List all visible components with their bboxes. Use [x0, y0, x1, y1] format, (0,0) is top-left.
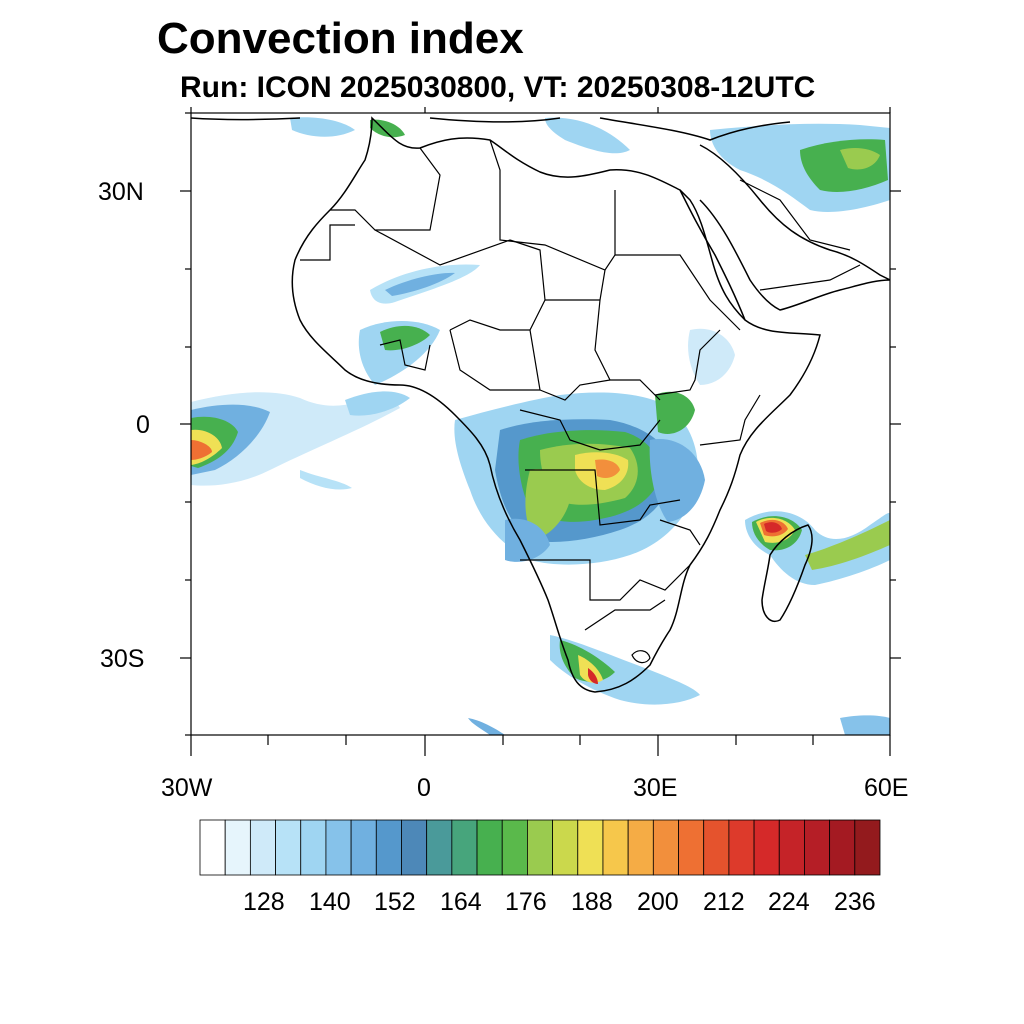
lat-label-0: 0: [136, 411, 150, 439]
colorbar-label-188: 188: [571, 888, 613, 916]
shade-sahel-mid: [385, 272, 455, 296]
border-12: [520, 559, 691, 601]
shade-angola-blue: [505, 518, 550, 562]
shade-gulf: [345, 391, 410, 416]
colorbar-box: [275, 819, 302, 876]
colorbar-box: [728, 819, 755, 876]
shade-lakes: [655, 391, 695, 434]
colorbar-box: [426, 819, 453, 876]
colorbar-box: [652, 819, 679, 876]
border-10: [519, 409, 661, 451]
lon-label-60e: 60E: [864, 774, 909, 802]
colorbar-box: [577, 819, 604, 876]
colorbar-box: [476, 819, 503, 876]
shade-guinea-green: [380, 325, 430, 351]
shade-med-west: [290, 117, 355, 137]
border-8: [529, 329, 611, 401]
shade-atlantic-orange: [191, 440, 212, 460]
colorbar-box: [552, 819, 579, 876]
lat-label-30n: 30N: [98, 178, 144, 206]
shade-cyclone-red: [764, 522, 782, 533]
colorbar-label-128: 128: [243, 888, 285, 916]
africa-coastline: [291, 116, 821, 693]
europe-coast: [191, 117, 791, 141]
convection-shading: [191, 117, 890, 735]
lat-label-30s: 30S: [100, 645, 145, 673]
colorbar: [199, 819, 881, 876]
colorbar-label-140: 140: [309, 888, 351, 916]
colorbar-box: [325, 819, 352, 876]
border-3: [374, 229, 511, 266]
border-11: [525, 469, 681, 526]
colorbar-box: [224, 819, 251, 876]
shade-atlantic-tail: [300, 470, 352, 490]
border-13: [584, 599, 666, 631]
colorbar-label-236: 236: [834, 888, 876, 916]
lon-label-30w: 30W: [161, 774, 213, 802]
madagascar-coast: [761, 524, 813, 622]
colorbar-box: [527, 819, 553, 876]
border-14: [699, 394, 761, 446]
colorbar-box: [854, 819, 881, 876]
border-5: [449, 239, 546, 331]
border-7: [615, 254, 741, 331]
border-6: [545, 269, 661, 401]
red-sea-coast: [679, 189, 746, 321]
shade-sw-wisp: [468, 718, 505, 735]
lon-label-30e: 30E: [633, 774, 678, 802]
colorbar-label-224: 224: [768, 888, 810, 916]
shade-south-red: [588, 668, 598, 684]
colorbar-box: [753, 819, 780, 876]
colorbar-box: [703, 819, 730, 876]
colorbar-box: [249, 819, 276, 876]
shade-med-east: [545, 117, 630, 154]
colorbar-box: [627, 819, 654, 876]
border-19: [759, 264, 861, 291]
colorbar-box: [501, 819, 528, 876]
shade-med-west-green: [370, 119, 405, 138]
colorbar-label-152: 152: [374, 888, 416, 916]
colorbar-box: [451, 819, 478, 876]
colorbar-box: [199, 819, 226, 876]
shade-se-corner: [840, 715, 890, 735]
shade-tanzania: [649, 439, 705, 522]
colorbar-box: [602, 819, 629, 876]
border-1: [489, 139, 616, 271]
border-15: [654, 329, 721, 396]
colorbar-box: [678, 819, 705, 876]
colorbar-box: [300, 819, 327, 876]
arabia-coast: [699, 144, 890, 311]
border-16: [379, 339, 431, 371]
colorbar-label-164: 164: [440, 888, 482, 916]
map-subtitle: Run: ICON 2025030800, VT: 20250308-12UTC: [180, 71, 816, 104]
colorbar-label-200: 200: [637, 888, 679, 916]
shade-cyclone-band: [805, 520, 890, 570]
axis-ticks: [180, 107, 901, 756]
border-9: [449, 329, 540, 391]
colorbar-box: [829, 819, 856, 876]
shade-east-light: [688, 328, 735, 385]
coastlines: [191, 116, 890, 693]
colorbar-box: [778, 819, 805, 876]
colorbar-label-212: 212: [703, 888, 745, 916]
lon-label-0: 0: [417, 774, 431, 802]
colorbar-box: [401, 819, 428, 876]
shade-arabia-lime: [840, 147, 880, 170]
colorbar-box: [375, 819, 402, 876]
border-lesotho: [631, 650, 651, 664]
country-borders: [300, 139, 861, 664]
colorbar-box: [804, 819, 831, 876]
shade-congo-coast: [525, 469, 570, 540]
colorbar-label-176: 176: [505, 888, 547, 916]
border-4: [300, 224, 355, 261]
border-18: [739, 179, 851, 251]
colorbar-box: [350, 819, 377, 876]
map-title: Convection index: [157, 14, 524, 63]
shade-central-orange: [595, 459, 620, 478]
border-2: [330, 147, 441, 231]
border-17: [659, 519, 701, 546]
shade-south-yellow: [578, 655, 603, 683]
